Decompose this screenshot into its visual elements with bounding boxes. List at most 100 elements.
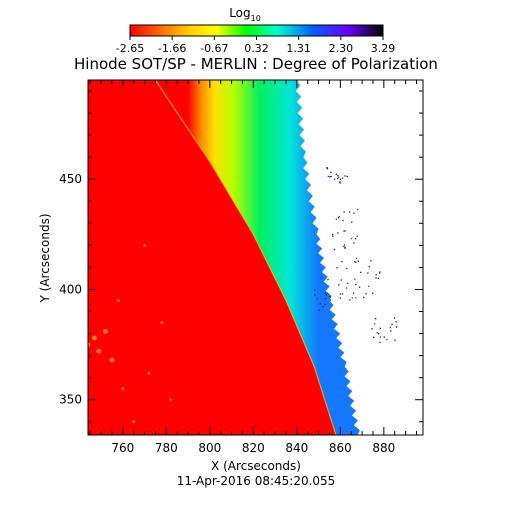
scatter-point <box>314 289 316 291</box>
scatter-point <box>327 292 329 295</box>
scatter-point <box>326 167 329 169</box>
scatter-point <box>318 309 320 311</box>
scatter-point <box>371 328 373 330</box>
scatter-point <box>340 279 342 281</box>
scatter-point <box>375 318 377 320</box>
scatter-point <box>379 336 382 338</box>
disk-bright-features <box>88 243 173 424</box>
bright-feature <box>109 357 115 363</box>
x-tick-label: 800 <box>198 441 221 455</box>
axis-ticks: 760 780 800 820 840 860 880 350 400 450 <box>59 80 423 455</box>
scatter-point <box>344 175 346 177</box>
scatter-point <box>375 277 377 279</box>
scatter-point <box>350 238 353 240</box>
scatter-point <box>383 336 385 338</box>
limb-inner-edge <box>154 80 337 435</box>
scatter-point <box>326 168 329 170</box>
y-axis-label: Y (Arcseconds) <box>38 213 52 303</box>
scatter-point <box>337 217 340 219</box>
scatter-point <box>342 219 344 222</box>
bright-feature <box>96 348 102 354</box>
scatter-point <box>331 233 334 236</box>
scatter-point <box>324 303 326 306</box>
bright-feature <box>143 243 146 247</box>
colorbar-strip <box>129 24 384 37</box>
scatter-point <box>337 177 339 180</box>
scatter-point <box>330 171 332 174</box>
scatter-point <box>351 297 353 299</box>
scatter-point <box>355 261 357 263</box>
scatter-point <box>352 292 355 294</box>
bright-feature <box>132 420 136 424</box>
scatter-point <box>324 292 327 294</box>
scatter-point <box>356 235 358 237</box>
scatter-point <box>355 238 357 240</box>
scatter-point <box>378 333 380 335</box>
scatter-point <box>334 178 336 180</box>
scatter-point <box>320 277 322 279</box>
scatter-point <box>373 336 375 339</box>
scatter-point <box>368 266 370 268</box>
x-tick-label: 880 <box>372 441 395 455</box>
scatter-point <box>374 323 376 325</box>
scatter-point <box>393 317 396 319</box>
scatter-point <box>316 298 318 300</box>
scatter-point <box>368 285 370 287</box>
scatter-point <box>337 232 339 234</box>
scatter-point <box>377 277 379 280</box>
scatter-point <box>335 218 337 220</box>
colorbar-tick-label: -0.67 <box>200 42 228 55</box>
scatter-point <box>339 297 341 299</box>
heatmap-image <box>88 80 398 435</box>
scatter-point <box>379 272 381 274</box>
scatter-point <box>336 267 338 269</box>
scatter-point <box>360 271 362 273</box>
colorbar-tick-label: 2.30 <box>329 42 354 55</box>
plot-area: 760 780 800 820 840 860 880 350 400 450 X (Arcsec… <box>38 79 424 473</box>
scatter-point <box>379 327 381 329</box>
colorbar-tick-label: -1.66 <box>158 42 186 55</box>
scatter-point <box>348 211 351 213</box>
scatter-point <box>339 181 341 183</box>
scatter-point <box>329 299 331 301</box>
bright-feature <box>88 342 91 347</box>
x-tick-label: 840 <box>285 441 308 455</box>
scatter-point <box>337 175 339 177</box>
scatter-point <box>351 221 353 223</box>
scatter-point <box>353 212 355 214</box>
colorbar-label: Log10 <box>229 6 261 23</box>
scatter-point <box>325 294 327 296</box>
bright-feature <box>169 398 173 402</box>
scatter-point <box>358 286 361 288</box>
colorbar-tick-label: 1.31 <box>286 42 311 55</box>
scatter-point <box>395 326 398 328</box>
scatter-point <box>343 245 345 248</box>
scatter-point <box>367 272 369 274</box>
scatter-point <box>319 303 321 305</box>
colorbar-ticks: -2.65 -1.66 -0.67 0.32 1.31 2.30 3.29 <box>116 36 395 55</box>
scatter-point <box>333 248 336 251</box>
bright-feature <box>147 371 151 375</box>
scatter-point <box>375 274 377 276</box>
scatter-point <box>346 267 348 270</box>
x-tick-label: 860 <box>329 441 352 455</box>
scatter-point <box>343 244 346 246</box>
scatter-point <box>379 341 381 343</box>
scatter-point <box>330 175 332 178</box>
y-tick-label: 400 <box>59 282 82 296</box>
scatter-point <box>322 306 324 308</box>
scatter-point <box>343 230 345 232</box>
scatter-point <box>324 298 327 300</box>
scatter-point <box>327 278 329 281</box>
plot-frame <box>87 79 424 436</box>
x-axis-label: X (Arcseconds) <box>211 459 301 473</box>
colorbar-tick-label: 3.29 <box>371 42 396 55</box>
scatter-point <box>349 299 351 301</box>
solar-disk-region <box>88 80 336 435</box>
x-tick-label: 780 <box>155 441 178 455</box>
bright-feature <box>117 299 120 302</box>
observation-date: 11-Apr-2016 08:45:20.055 <box>177 474 336 488</box>
scatter-point <box>335 173 338 175</box>
scatter-point <box>343 211 345 213</box>
